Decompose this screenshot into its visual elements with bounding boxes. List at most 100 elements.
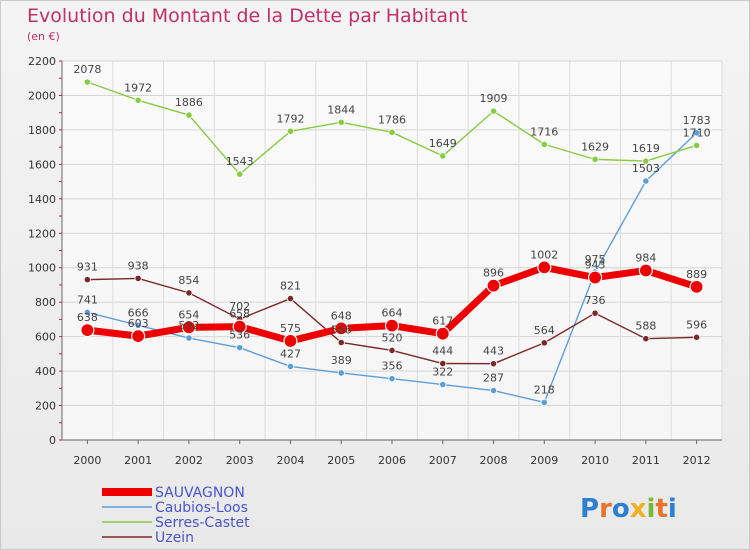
point-uzein-2007 [439,359,447,368]
data-label-caubios-loos-2004: 427 [280,347,301,360]
data-label-caubios-loos-2005: 389 [331,354,352,367]
point-serres-castet-2005 [337,118,345,126]
data-label-serres-castet-2004: 1792 [276,112,304,125]
point-sauvagnon-2009 [537,260,552,275]
point-serres-castet-2007 [439,152,447,160]
data-label-caubios-loos-2006: 356 [382,360,403,373]
data-label-sauvagnon-2010: 943 [585,259,606,272]
data-label-uzein-2003: 702 [229,300,250,313]
legend-label-sauvagnon: SAUVAGNON [155,485,245,501]
logo-letter: o [612,494,630,524]
point-serres-castet-2006 [388,128,396,136]
point-sauvagnon-2012 [689,279,704,294]
point-caubios-loos-2009 [540,398,548,407]
point-sauvagnon-2002 [181,320,197,335]
data-label-sauvagnon-2006: 664 [382,307,403,320]
y-tick-200: 200 [35,400,56,413]
data-label-uzein-2007: 444 [432,345,453,358]
chart-title: Evolution du Montant de la Dette par Hab… [27,5,468,27]
logo-letter: x [630,494,647,524]
data-label-uzein-2010: 736 [585,294,606,307]
data-label-sauvagnon-2008: 896 [483,267,504,280]
point-caubios-loos-2003 [236,344,244,352]
x-tick-2002: 2002 [175,454,203,467]
point-uzein-2002 [185,289,193,297]
data-label-uzein-2012: 596 [686,318,707,331]
data-label-sauvagnon-2000: 638 [77,311,98,324]
point-uzein-2004 [286,294,295,303]
point-serres-castet-2010 [591,155,599,163]
legend-label-uzein: Uzein [155,530,194,546]
point-serres-castet-2001 [134,96,142,104]
data-label-serres-castet-2006: 1786 [378,113,406,126]
x-tick-2011: 2011 [632,454,660,467]
data-label-uzein-2006: 520 [382,331,403,344]
logo-letter: P [580,494,599,524]
x-tick-2006: 2006 [378,454,406,467]
point-caubios-loos-2011 [642,177,650,185]
y-tick-1400: 1400 [28,193,56,206]
point-caubios-loos-2001 [134,321,142,329]
data-label-caubios-loos-2010: 975 [585,253,606,266]
point-sauvagnon-2008 [486,278,501,293]
point-caubios-loos-2007 [439,380,447,389]
data-label-serres-castet-2000: 2078 [73,63,101,76]
data-label-uzein-2001: 938 [128,259,149,272]
data-label-serres-castet-2007: 1649 [429,137,457,150]
data-label-caubios-loos-2003: 536 [229,329,250,342]
data-label-caubios-loos-2011: 1503 [632,162,660,175]
x-tick-2012: 2012 [683,454,711,467]
x-tick-2003: 2003 [226,454,254,467]
y-tick-2000: 2000 [28,89,56,102]
point-sauvagnon-2010 [587,270,603,285]
point-caubios-loos-2012 [693,129,701,137]
point-caubios-loos-2004 [286,362,295,371]
logo-letter: i [668,494,677,524]
point-uzein-2009 [540,339,548,347]
data-label-sauvagnon-2011: 984 [635,251,656,264]
y-tick-2200: 2200 [28,55,56,68]
data-label-caubios-loos-2001: 666 [128,306,149,319]
data-label-caubios-loos-2012: 1783 [683,114,711,127]
data-label-sauvagnon-2009: 1002 [530,248,558,261]
point-caubios-loos-2005 [337,369,345,377]
y-tick-1000: 1000 [28,262,56,275]
legend-label-caubios-loos: Caubios-Loos [155,500,248,516]
y-tick-0: 0 [49,434,56,447]
data-label-sauvagnon-2003: 658 [229,308,250,321]
data-label-serres-castet-2011: 1619 [632,142,660,155]
data-label-uzein-2004: 821 [280,280,301,293]
point-sauvagnon-2005 [334,321,349,336]
data-label-serres-castet-2008: 1909 [480,92,508,105]
data-label-serres-castet-2003: 1543 [226,155,254,168]
point-caubios-loos-2002 [185,334,193,342]
x-tick-2009: 2009 [530,454,558,467]
point-sauvagnon-2007 [435,326,450,341]
y-tick-1800: 1800 [28,124,56,137]
point-caubios-loos-2000 [83,308,91,316]
data-label-sauvagnon-2012: 889 [686,268,707,281]
data-label-serres-castet-2001: 1972 [124,81,152,94]
y-tick-1600: 1600 [28,158,56,171]
data-label-caubios-loos-2009: 218 [534,383,555,396]
x-tick-2007: 2007 [429,454,457,467]
legend-label-serres-castet: Serres-Castet [155,515,250,531]
point-serres-castet-2009 [540,140,548,148]
data-label-caubios-loos-2007: 322 [432,366,453,379]
point-sauvagnon-2003 [232,319,247,334]
data-label-serres-castet-2012: 1710 [683,126,711,139]
x-tick-2010: 2010 [581,454,609,467]
data-label-uzein-2008: 443 [483,345,504,358]
data-label-uzein-2011: 588 [635,320,656,333]
point-serres-castet-2003 [236,170,244,178]
point-uzein-2012 [693,333,701,341]
point-uzein-2001 [134,274,142,283]
chart-subtitle: (en €) [27,30,60,43]
x-tick-2008: 2008 [480,454,508,467]
data-label-uzein-2005: 566 [331,323,352,336]
proxiti-logo: Proxiti [580,494,677,524]
data-label-sauvagnon-2002: 654 [178,308,199,321]
y-tick-1200: 1200 [28,227,56,240]
data-label-serres-castet-2009: 1716 [530,125,558,138]
